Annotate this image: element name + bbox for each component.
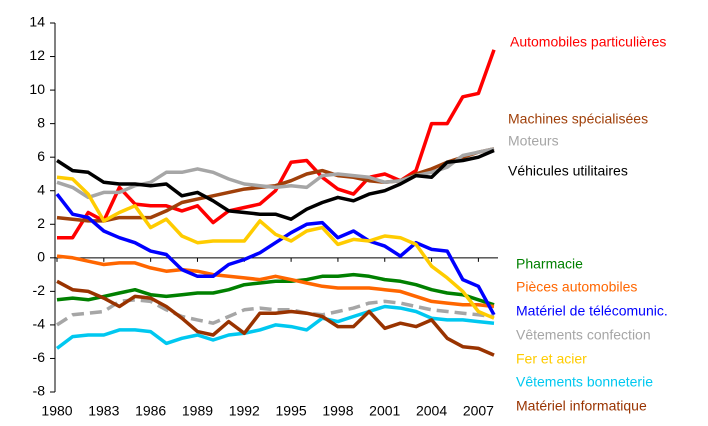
series-label: Pharmacie: [516, 256, 583, 272]
x-tick-label: 1986: [135, 403, 166, 419]
y-tick-label: 12: [29, 47, 45, 63]
y-tick-label: 14: [29, 14, 45, 30]
x-tick-label: 1995: [276, 403, 307, 419]
x-tick-label: 2001: [369, 403, 400, 419]
y-tick-label: 6: [37, 148, 45, 164]
series-label: Vêtements bonneterie: [516, 374, 653, 390]
x-tick-label: 1998: [322, 403, 353, 419]
y-tick-label: 2: [37, 215, 45, 231]
series-label: Automobiles particulières: [510, 34, 666, 50]
y-tick-label: 0: [37, 249, 45, 265]
y-tick-label: 10: [29, 81, 45, 97]
series-line: [56, 148, 495, 221]
series-label: Machines spécialisées: [508, 111, 648, 127]
series-line: [57, 49, 496, 240]
series-label: Fer et acier: [516, 351, 587, 367]
y-tick-label: 8: [37, 114, 45, 130]
series-line: [55, 304, 495, 350]
y-tick-label: 4: [37, 181, 45, 197]
series-line: [56, 175, 495, 320]
x-tick-label: 2004: [416, 403, 447, 419]
series-line: [56, 279, 495, 357]
x-tick-label: 2007: [463, 403, 494, 419]
y-tick-label: -2: [33, 282, 46, 298]
series-label: Matériel informatique: [516, 398, 647, 414]
x-tick-label: 1980: [41, 403, 72, 419]
series-label: Véhicules utilitaires: [508, 163, 628, 179]
y-tick-label: -6: [33, 349, 46, 365]
y-tick-label: -8: [33, 383, 46, 399]
x-tick-label: 1983: [88, 403, 119, 419]
series-line: [55, 193, 496, 316]
series-label: Vêtements confection: [516, 327, 651, 343]
x-tick-label: 1992: [229, 403, 260, 419]
series-line: [56, 254, 495, 309]
series-line: [56, 272, 495, 307]
series-label: Moteurs: [508, 133, 559, 149]
y-tick-label: -4: [33, 316, 46, 332]
x-tick-label: 1989: [182, 403, 213, 419]
series-label: Matériel de télécomunic.: [516, 303, 668, 319]
series-label: Pièces automobiles: [516, 279, 637, 295]
